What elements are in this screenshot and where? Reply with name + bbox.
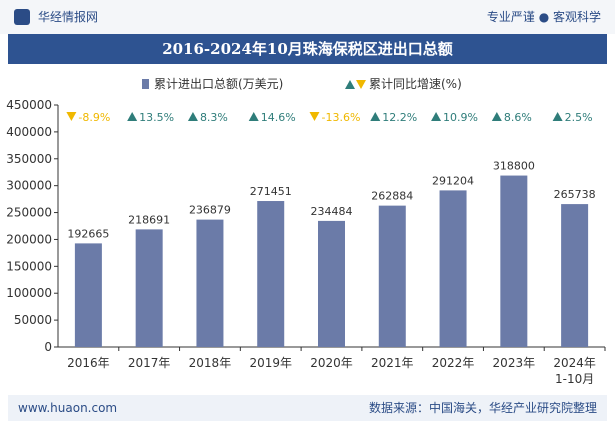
bar-value-label: 262884 xyxy=(371,190,413,203)
y-axis-tick-label: 0 xyxy=(44,340,52,354)
chart-title: 2016-2024年10月珠海保税区进出口总额 xyxy=(162,40,453,58)
growth-up-triangle-icon xyxy=(248,112,259,121)
legend-item-bars: 累计进出口总额(万美元) xyxy=(154,77,283,91)
y-axis-tick-label: 300000 xyxy=(6,179,52,193)
growth-label: 8.3% xyxy=(200,111,228,124)
growth-label: 12.2% xyxy=(382,111,417,124)
y-axis-tick-label: 400000 xyxy=(6,125,52,139)
x-axis-tick-label-sub: 1-10月 xyxy=(555,372,594,386)
growth-label: 10.9% xyxy=(443,111,478,124)
y-axis-tick-label: 350000 xyxy=(6,152,52,166)
growth-label: -13.6% xyxy=(322,111,361,124)
growth-up-triangle-icon xyxy=(491,112,502,121)
bar xyxy=(561,204,589,347)
growth-up-triangle-icon xyxy=(187,112,198,121)
x-axis-tick-label: 2017年 xyxy=(128,356,171,370)
growth-up-triangle-icon xyxy=(552,112,563,121)
bar-value-label: 271451 xyxy=(250,185,292,198)
bar-value-label: 236879 xyxy=(189,204,231,217)
footer-url[interactable]: www.huaon.com xyxy=(18,401,118,415)
legend-up-triangle-icon xyxy=(345,80,355,89)
bar-value-label: 192665 xyxy=(67,227,109,240)
top-bar: 华经情报网 专业严谨 ● 客观科学 xyxy=(0,0,615,34)
slogan: 专业严谨 ● 客观科学 xyxy=(486,10,601,24)
bar xyxy=(318,220,345,347)
growth-label: 8.6% xyxy=(504,111,532,124)
site-name[interactable]: 华经情报网 xyxy=(38,10,99,24)
bar xyxy=(257,201,285,347)
legend-item-growth: 累计同比增速(%) xyxy=(369,77,462,91)
growth-down-triangle-icon xyxy=(66,112,77,121)
bar xyxy=(439,190,467,347)
x-axis-tick-label: 2019年 xyxy=(249,356,292,370)
y-axis-tick-label: 50000 xyxy=(14,313,52,327)
y-axis-tick-label: 200000 xyxy=(6,232,52,246)
x-axis-tick-label: 2022年 xyxy=(432,356,475,370)
bar xyxy=(196,219,224,347)
x-axis-tick-label: 2024年 xyxy=(553,356,596,370)
growth-label: 2.5% xyxy=(565,111,593,124)
y-axis-tick-label: 250000 xyxy=(6,206,52,220)
y-axis-tick-label: 100000 xyxy=(6,286,52,300)
x-axis-tick-label: 2020年 xyxy=(310,356,353,370)
growth-up-triangle-icon xyxy=(370,112,381,121)
growth-label: 13.5% xyxy=(139,111,174,124)
growth-label: 14.6% xyxy=(261,111,296,124)
logo-icon xyxy=(14,9,30,25)
bar-value-label: 291204 xyxy=(432,174,474,187)
growth-label: -8.9% xyxy=(78,111,110,124)
bar-value-label: 234484 xyxy=(311,205,353,218)
x-axis-tick-label: 2018年 xyxy=(189,356,232,370)
x-axis-tick-label: 2021年 xyxy=(371,356,414,370)
growth-up-triangle-icon xyxy=(431,112,442,121)
legend-down-triangle-icon xyxy=(356,80,366,89)
bar-value-label: 265738 xyxy=(554,188,596,201)
legend-bar-swatch xyxy=(142,79,149,89)
growth-down-triangle-icon xyxy=(309,112,320,121)
footer: www.huaon.com 数据来源：中国海关，华经产业研究院整理 xyxy=(8,395,607,421)
bar-value-label: 318800 xyxy=(493,160,535,173)
bar-value-label: 218691 xyxy=(128,213,170,226)
y-axis-tick-label: 450000 xyxy=(6,98,52,112)
title-band: 2016-2024年10月珠海保税区进出口总额 xyxy=(8,34,607,64)
bar xyxy=(378,205,406,347)
bar xyxy=(74,243,102,347)
x-axis-tick-label: 2023年 xyxy=(493,356,536,370)
growth-up-triangle-icon xyxy=(127,112,138,121)
x-axis-tick-label: 2016年 xyxy=(67,356,110,370)
footer-source: 数据来源：中国海关，华经产业研究院整理 xyxy=(368,401,597,415)
bar xyxy=(500,175,528,347)
bar xyxy=(135,229,163,347)
y-axis-tick-label: 150000 xyxy=(6,259,52,273)
